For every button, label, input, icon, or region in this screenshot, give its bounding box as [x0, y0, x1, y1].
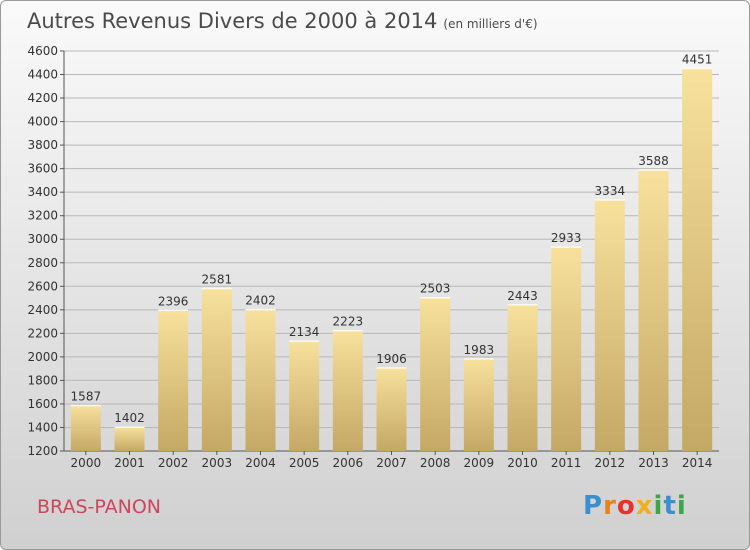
y-tick-label: 4200	[27, 91, 58, 105]
bar	[507, 304, 538, 451]
data-label: 2134	[289, 325, 320, 339]
data-label: 2223	[333, 315, 364, 329]
logo-letter: o	[616, 491, 636, 521]
data-label: 1983	[464, 343, 495, 357]
bar	[114, 427, 145, 451]
data-label: 1906	[376, 352, 407, 366]
x-tick-label: 2007	[376, 456, 407, 470]
data-label: 4451	[682, 53, 713, 67]
y-tick-label: 1200	[27, 444, 58, 458]
data-label: 2933	[551, 231, 582, 245]
y-tick-label: 4400	[27, 68, 58, 82]
x-tick-label: 2010	[507, 456, 538, 470]
bar	[245, 309, 276, 451]
y-tick-label: 3200	[27, 209, 58, 223]
bar	[376, 367, 407, 451]
logo-letter: i	[653, 491, 664, 521]
data-label: 2503	[420, 282, 451, 296]
x-tick-label: 2005	[289, 456, 320, 470]
bar	[201, 288, 232, 451]
bar	[551, 247, 582, 451]
y-tick-label: 1800	[27, 373, 58, 387]
bar	[289, 341, 320, 451]
logo-letter: r	[603, 491, 617, 521]
bar	[70, 405, 101, 451]
y-tick-label: 1600	[27, 397, 58, 411]
logo-letter: x	[635, 491, 654, 521]
x-tick-label: 2009	[464, 456, 495, 470]
y-tick-label: 4000	[27, 115, 58, 129]
x-tick-label: 2014	[682, 456, 713, 470]
x-tick-label: 2013	[638, 456, 669, 470]
y-tick-label: 4600	[27, 44, 58, 58]
logo-letter: t	[663, 491, 677, 521]
x-tick-label: 2008	[420, 456, 451, 470]
bar	[682, 68, 713, 451]
y-tick-label: 3000	[27, 232, 58, 246]
x-tick-label: 2001	[114, 456, 145, 470]
x-tick-label: 2002	[158, 456, 189, 470]
data-label: 1402	[114, 411, 145, 425]
y-tick-label: 2600	[27, 279, 58, 293]
logo-letter: i	[676, 491, 687, 521]
data-label: 2443	[507, 289, 538, 303]
y-tick-label: 3400	[27, 185, 58, 199]
bar	[420, 297, 451, 451]
data-label: 2581	[202, 273, 233, 287]
data-label: 1587	[71, 389, 102, 403]
bar	[594, 199, 625, 451]
y-tick-label: 1400	[27, 420, 58, 434]
y-tick-label: 2400	[27, 303, 58, 317]
y-tick-label: 3800	[27, 138, 58, 152]
bar	[332, 330, 363, 451]
logo-letter: P	[583, 491, 604, 521]
y-tick-label: 2800	[27, 256, 58, 270]
y-tick-label: 2000	[27, 350, 58, 364]
proxiti-logo: Proxiti	[583, 491, 687, 521]
town-name: BRAS-PANON	[37, 496, 162, 518]
chart-title: Autres Revenus Divers de 2000 à 2014 (en …	[27, 9, 538, 33]
x-tick-label: 2000	[71, 456, 102, 470]
x-tick-label: 2006	[333, 456, 364, 470]
y-tick-label: 2200	[27, 326, 58, 340]
bar	[638, 170, 669, 451]
x-tick-label: 2004	[245, 456, 276, 470]
x-tick-label: 2012	[595, 456, 626, 470]
x-tick-label: 2011	[551, 456, 582, 470]
data-label: 2402	[245, 294, 276, 308]
data-label: 3334	[595, 184, 626, 198]
chart-title-text: Autres Revenus Divers de 2000 à 2014	[27, 9, 438, 33]
bar	[158, 310, 189, 451]
x-tick-label: 2003	[202, 456, 233, 470]
bar	[463, 358, 494, 451]
chart-unit: (en milliers d'€)	[443, 17, 538, 31]
y-tick-label: 3600	[27, 162, 58, 176]
data-label: 3588	[638, 154, 669, 168]
data-label: 2396	[158, 294, 189, 308]
